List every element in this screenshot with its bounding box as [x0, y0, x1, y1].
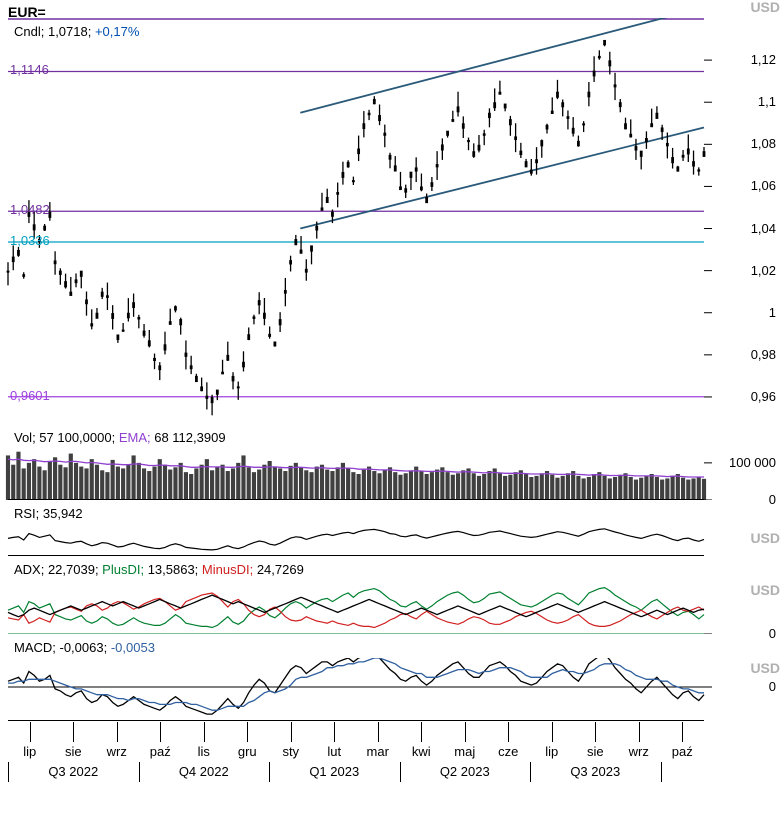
volume-chart — [0, 448, 784, 500]
hline-label: 0,9601 — [10, 388, 50, 403]
usd-label-adx: USD — [750, 582, 780, 598]
month-label: mar — [360, 744, 396, 759]
plusdi-val: 13,5863; — [144, 562, 202, 577]
usd-label-rsi: USD — [750, 530, 780, 546]
month-label: wrz — [621, 744, 657, 759]
main-ytick: 0,96 — [751, 389, 776, 404]
rsi-chart — [0, 524, 784, 556]
month-label: sty — [273, 744, 309, 759]
minusdi-val: 24,7269 — [253, 562, 304, 577]
price-chart — [0, 18, 784, 418]
macd-ytick-label: 0 — [769, 679, 776, 694]
volume-ytick: 100 000 — [729, 455, 776, 470]
month-label: lis — [186, 744, 222, 759]
volume-ytick: 0 — [769, 492, 776, 507]
main-ytick: 0,98 — [751, 347, 776, 362]
adx-pre: ADX; 22,7039; — [14, 562, 102, 577]
usd-label-main: USD — [750, 0, 780, 15]
quarter-label: Q3 2023 — [560, 764, 630, 779]
x-axis: lipsiewrzpaźlisgrustylutmarkwimajczelips… — [0, 720, 784, 790]
adx-label: ADX; 22,7039; PlusDI; 13,5863; MinusDI; … — [14, 562, 304, 577]
main-ytick: 1,12 — [751, 52, 776, 67]
month-label: cze — [490, 744, 526, 759]
macd-chart — [0, 658, 784, 716]
macd-label: MACD; -0,0063; -0,0053 — [14, 640, 155, 655]
minusdi-name: MinusDI; — [202, 562, 253, 577]
month-label: paź — [142, 744, 178, 759]
hline-label: 1,0482 — [10, 202, 50, 217]
month-label: lut — [316, 744, 352, 759]
hline-label: 1,1146 — [10, 62, 49, 77]
plusdi-name: PlusDI; — [102, 562, 144, 577]
adx-ytick-label: 0 — [769, 626, 776, 641]
hline-label: 1,0336 — [10, 233, 50, 248]
quarter-label: Q4 2022 — [169, 764, 239, 779]
month-label: kwi — [403, 744, 439, 759]
usd-label-macd: USD — [750, 660, 780, 676]
volume-label: Vol; 57 100,0000; EMA; 68 112,3909 — [14, 430, 226, 445]
main-ytick: 1 — [769, 305, 776, 320]
rsi-label: RSI; 35,942 — [14, 506, 83, 521]
macd-pre: MACD; -0,0063; — [14, 640, 111, 655]
month-label: maj — [447, 744, 483, 759]
main-ytick: 1,06 — [751, 178, 776, 193]
quarter-label: Q2 2023 — [430, 764, 500, 779]
macd-signal: -0,0053 — [111, 640, 155, 655]
vol-ema-val: 68 112,3909 — [151, 430, 226, 445]
main-ytick: 1,04 — [751, 221, 776, 236]
vol-pre: Vol; 57 100,0000; — [14, 430, 119, 445]
quarter-label: Q3 2022 — [38, 764, 108, 779]
main-ytick: 1,08 — [751, 136, 776, 151]
month-label: lip — [534, 744, 570, 759]
month-label: paź — [664, 744, 700, 759]
adx-chart — [0, 580, 784, 634]
main-ytick: 1,02 — [751, 263, 776, 278]
month-label: wrz — [99, 744, 135, 759]
quarter-label: Q1 2023 — [299, 764, 369, 779]
month-label: sie — [55, 744, 91, 759]
month-label: gru — [229, 744, 265, 759]
main-ytick: 1,1 — [758, 94, 776, 109]
vol-ema-name: EMA; — [119, 430, 151, 445]
month-label: lip — [12, 744, 48, 759]
month-label: sie — [577, 744, 613, 759]
